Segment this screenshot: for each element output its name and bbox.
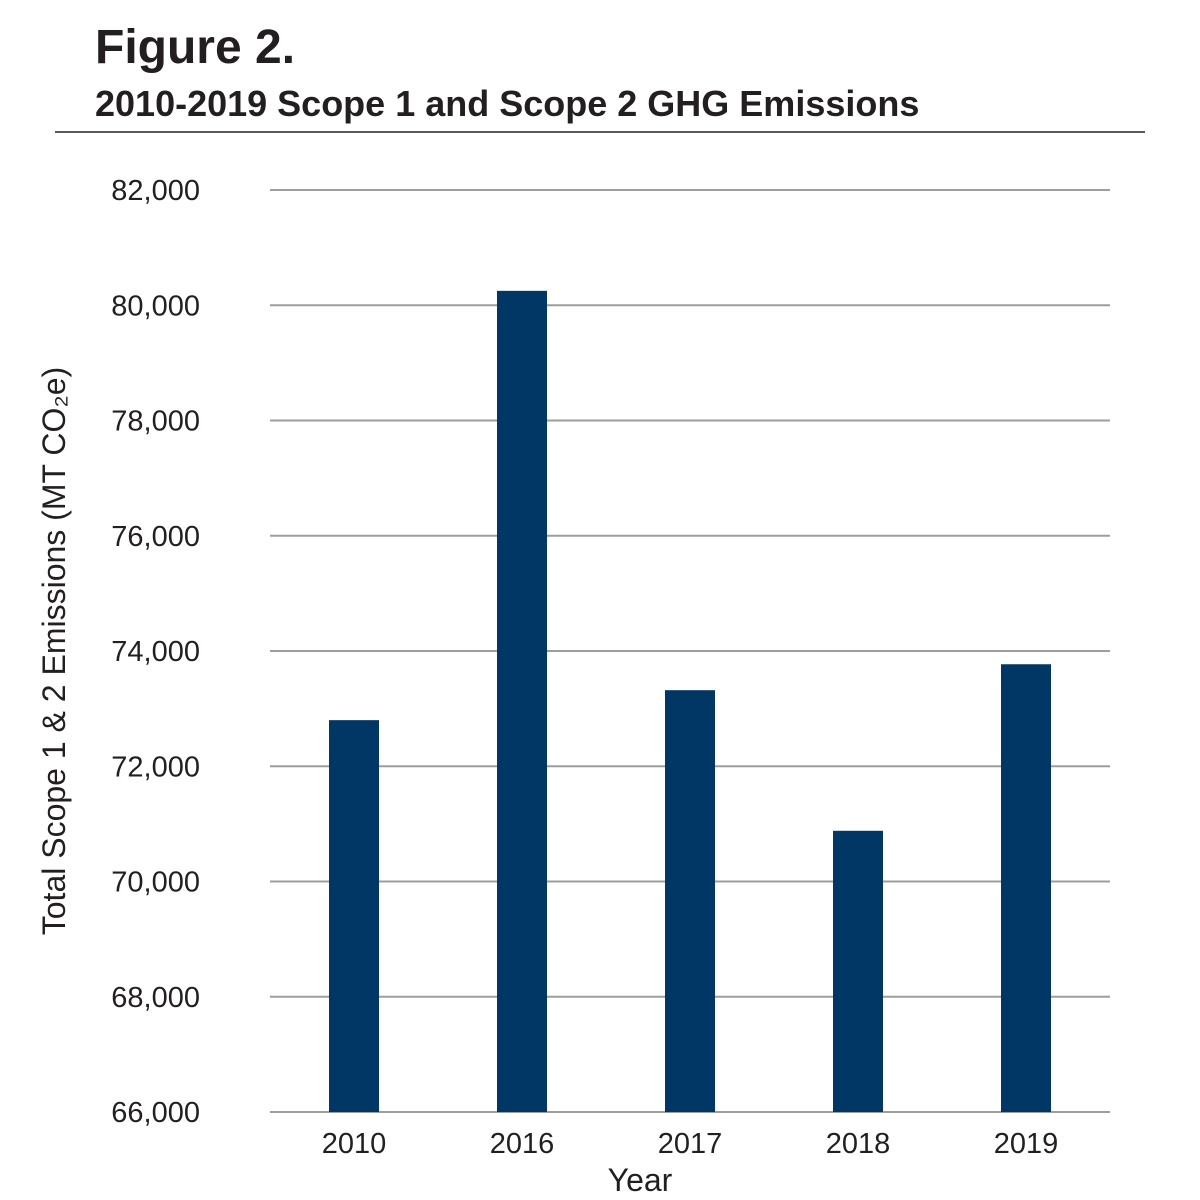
- y-tick-label: 70,000: [111, 867, 200, 899]
- y-tick-label: 72,000: [111, 751, 200, 783]
- y-tick-label: 82,000: [111, 175, 200, 207]
- y-tick-label: 80,000: [111, 290, 200, 322]
- chart-title: 2010-2019 Scope 1 and Scope 2 GHG Emissi…: [95, 83, 920, 124]
- x-tick-label: 2018: [826, 1128, 891, 1160]
- x-tick-label: 2010: [322, 1128, 387, 1160]
- y-axis-title: Total Scope 1 & 2 Emissions (MT CO₂e): [36, 367, 72, 935]
- y-tick-label: 76,000: [111, 521, 200, 553]
- bar-2017: [665, 690, 715, 1112]
- y-axis-ticks: 66,000 68,000 70,000 72,000 74,000 76,000 78,0…: [111, 175, 200, 1129]
- x-axis-ticks: 2010 2016 2017 2018 2019: [322, 1128, 1059, 1160]
- figure-label: Figure 2.: [95, 21, 296, 74]
- bar-2010: [329, 720, 379, 1112]
- bars: [329, 290, 1051, 1112]
- y-tick-label: 66,000: [111, 1097, 200, 1129]
- bar-2018: [833, 830, 883, 1112]
- title-divider: [55, 131, 1145, 133]
- bar-2016: [497, 290, 547, 1112]
- x-tick-label: 2016: [490, 1128, 555, 1160]
- x-tick-label: 2017: [658, 1128, 723, 1160]
- x-tick-label: 2019: [994, 1128, 1059, 1160]
- y-tick-label: 68,000: [111, 982, 200, 1014]
- bar-2019: [1001, 664, 1051, 1112]
- y-tick-label: 78,000: [111, 406, 200, 438]
- y-tick-label: 74,000: [111, 636, 200, 668]
- x-axis-title: Year: [608, 1162, 673, 1198]
